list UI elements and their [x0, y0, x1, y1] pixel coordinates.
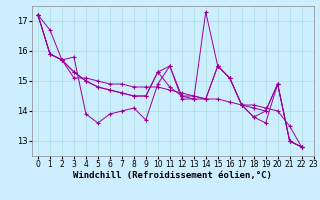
X-axis label: Windchill (Refroidissement éolien,°C): Windchill (Refroidissement éolien,°C)	[73, 171, 272, 180]
